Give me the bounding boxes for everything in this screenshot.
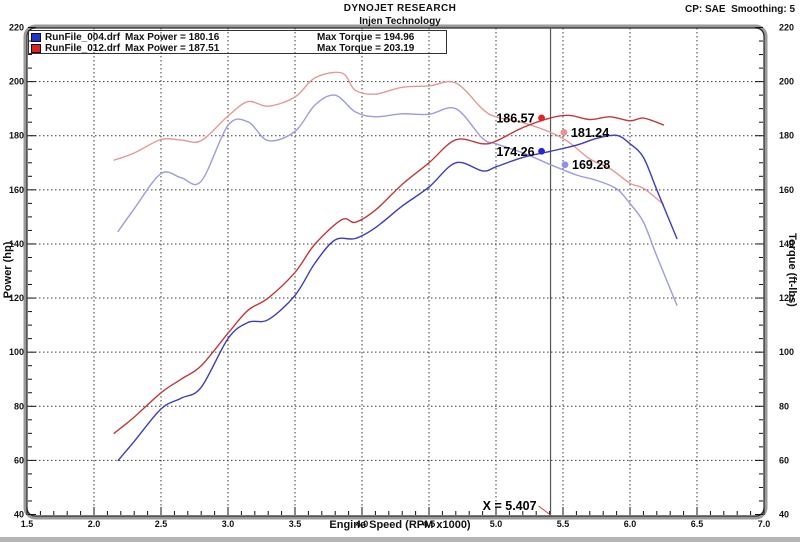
power-tick-label: 220 bbox=[9, 23, 24, 33]
torque-tick-label: 120 bbox=[779, 293, 794, 303]
marker-value-label: 174.26 bbox=[496, 145, 534, 159]
marker-value-label: 186.57 bbox=[496, 111, 534, 125]
x-tick-label: 3.0 bbox=[222, 519, 235, 529]
power-tick-label: 160 bbox=[9, 185, 24, 195]
marker-value-label: 169.28 bbox=[572, 158, 610, 172]
x-tick-label: 2.5 bbox=[155, 519, 168, 529]
x-tick-label: 6.5 bbox=[691, 519, 704, 529]
plot-frame-outer bbox=[23, 24, 768, 520]
bottom-gray-strip bbox=[0, 537, 800, 542]
torque-tick-label: 200 bbox=[779, 77, 794, 87]
power-axis-title: Power (hp) bbox=[2, 241, 14, 299]
power-tick-label: 140 bbox=[9, 239, 24, 249]
power-tick-label: 120 bbox=[9, 293, 24, 303]
legend-max-torque: Max Torque = 203.19 bbox=[317, 43, 415, 54]
correction-smoothing-label: CP: SAE Smoothing: 5 bbox=[685, 4, 795, 15]
power-tick-label: 60 bbox=[14, 455, 24, 465]
power-tick-label: 180 bbox=[9, 131, 24, 141]
legend-row-run012: RunFile_012.drf Max Power = 187.51 Max To… bbox=[31, 43, 446, 54]
torque-tick-label: 180 bbox=[779, 131, 794, 141]
power-tick-label: 100 bbox=[9, 347, 24, 357]
x-tick-label: 7.0 bbox=[758, 519, 771, 529]
legend-run-file: RunFile_004.drf bbox=[45, 32, 121, 43]
legend-box: RunFile_004.drf Max Power = 180.16 Max To… bbox=[28, 30, 447, 54]
torque-tick-label: 160 bbox=[779, 185, 794, 195]
power-tick-label: 80 bbox=[14, 401, 24, 411]
power-tick-label: 40 bbox=[14, 510, 24, 520]
legend-max-power: Max Power = 180.16 bbox=[125, 32, 220, 43]
x-tick-label: 2.0 bbox=[88, 519, 101, 529]
run004-color-swatch bbox=[31, 33, 41, 42]
page-subtitle: Injen Technology bbox=[359, 16, 441, 27]
page-title: DYNOJET RESEARCH bbox=[343, 3, 457, 14]
runfile-012-drf-torque-curve bbox=[113, 71, 665, 206]
torque-tick-label: 60 bbox=[779, 455, 789, 465]
x-tick-label: 3.5 bbox=[289, 519, 302, 529]
marker-dot-186.57 bbox=[538, 114, 545, 122]
x-tick-label: 5.0 bbox=[490, 519, 503, 529]
cursor-x-label: X = 5.407 bbox=[483, 499, 537, 513]
torque-tick-label: 140 bbox=[779, 239, 794, 249]
power-tick-label: 200 bbox=[9, 77, 24, 87]
torque-tick-label: 80 bbox=[779, 401, 789, 411]
legend-row-run004: RunFile_004.drf Max Power = 180.16 Max To… bbox=[31, 32, 446, 43]
marker-dot-181.24 bbox=[560, 128, 568, 136]
marker-value-label: 181.24 bbox=[571, 126, 609, 140]
runfile-004-drf-power-curve bbox=[117, 134, 678, 462]
marker-dot-174.26 bbox=[538, 147, 545, 155]
x-tick-label: 4.0 bbox=[356, 519, 369, 529]
legend-run-file: RunFile_012.drf bbox=[45, 43, 121, 54]
plot-frame bbox=[26, 27, 765, 517]
x-tick-label: 4.5 bbox=[423, 519, 436, 529]
torque-axis-title: Torque (ft-lbs) bbox=[786, 233, 798, 307]
marker-dot-169.28 bbox=[561, 161, 569, 169]
legend-max-torque: Max Torque = 194.96 bbox=[317, 32, 415, 43]
torque-tick-label: 220 bbox=[779, 23, 794, 33]
runfile-004-drf-torque-curve bbox=[117, 94, 678, 306]
x-tick-label: 6.0 bbox=[624, 519, 637, 529]
torque-tick-label: 40 bbox=[779, 510, 789, 520]
x-tick-label: 5.5 bbox=[557, 519, 570, 529]
run012-color-swatch bbox=[31, 44, 41, 53]
x-tick-label: 1.5 bbox=[21, 519, 34, 529]
cursor-label-connector bbox=[538, 505, 551, 516]
torque-tick-label: 100 bbox=[779, 347, 794, 357]
runfile-012-drf-power-curve bbox=[113, 114, 665, 434]
legend-max-power: Max Power = 187.51 bbox=[125, 43, 220, 54]
rpm-axis-title: Engine Speed (RPM x1000) bbox=[329, 519, 471, 531]
